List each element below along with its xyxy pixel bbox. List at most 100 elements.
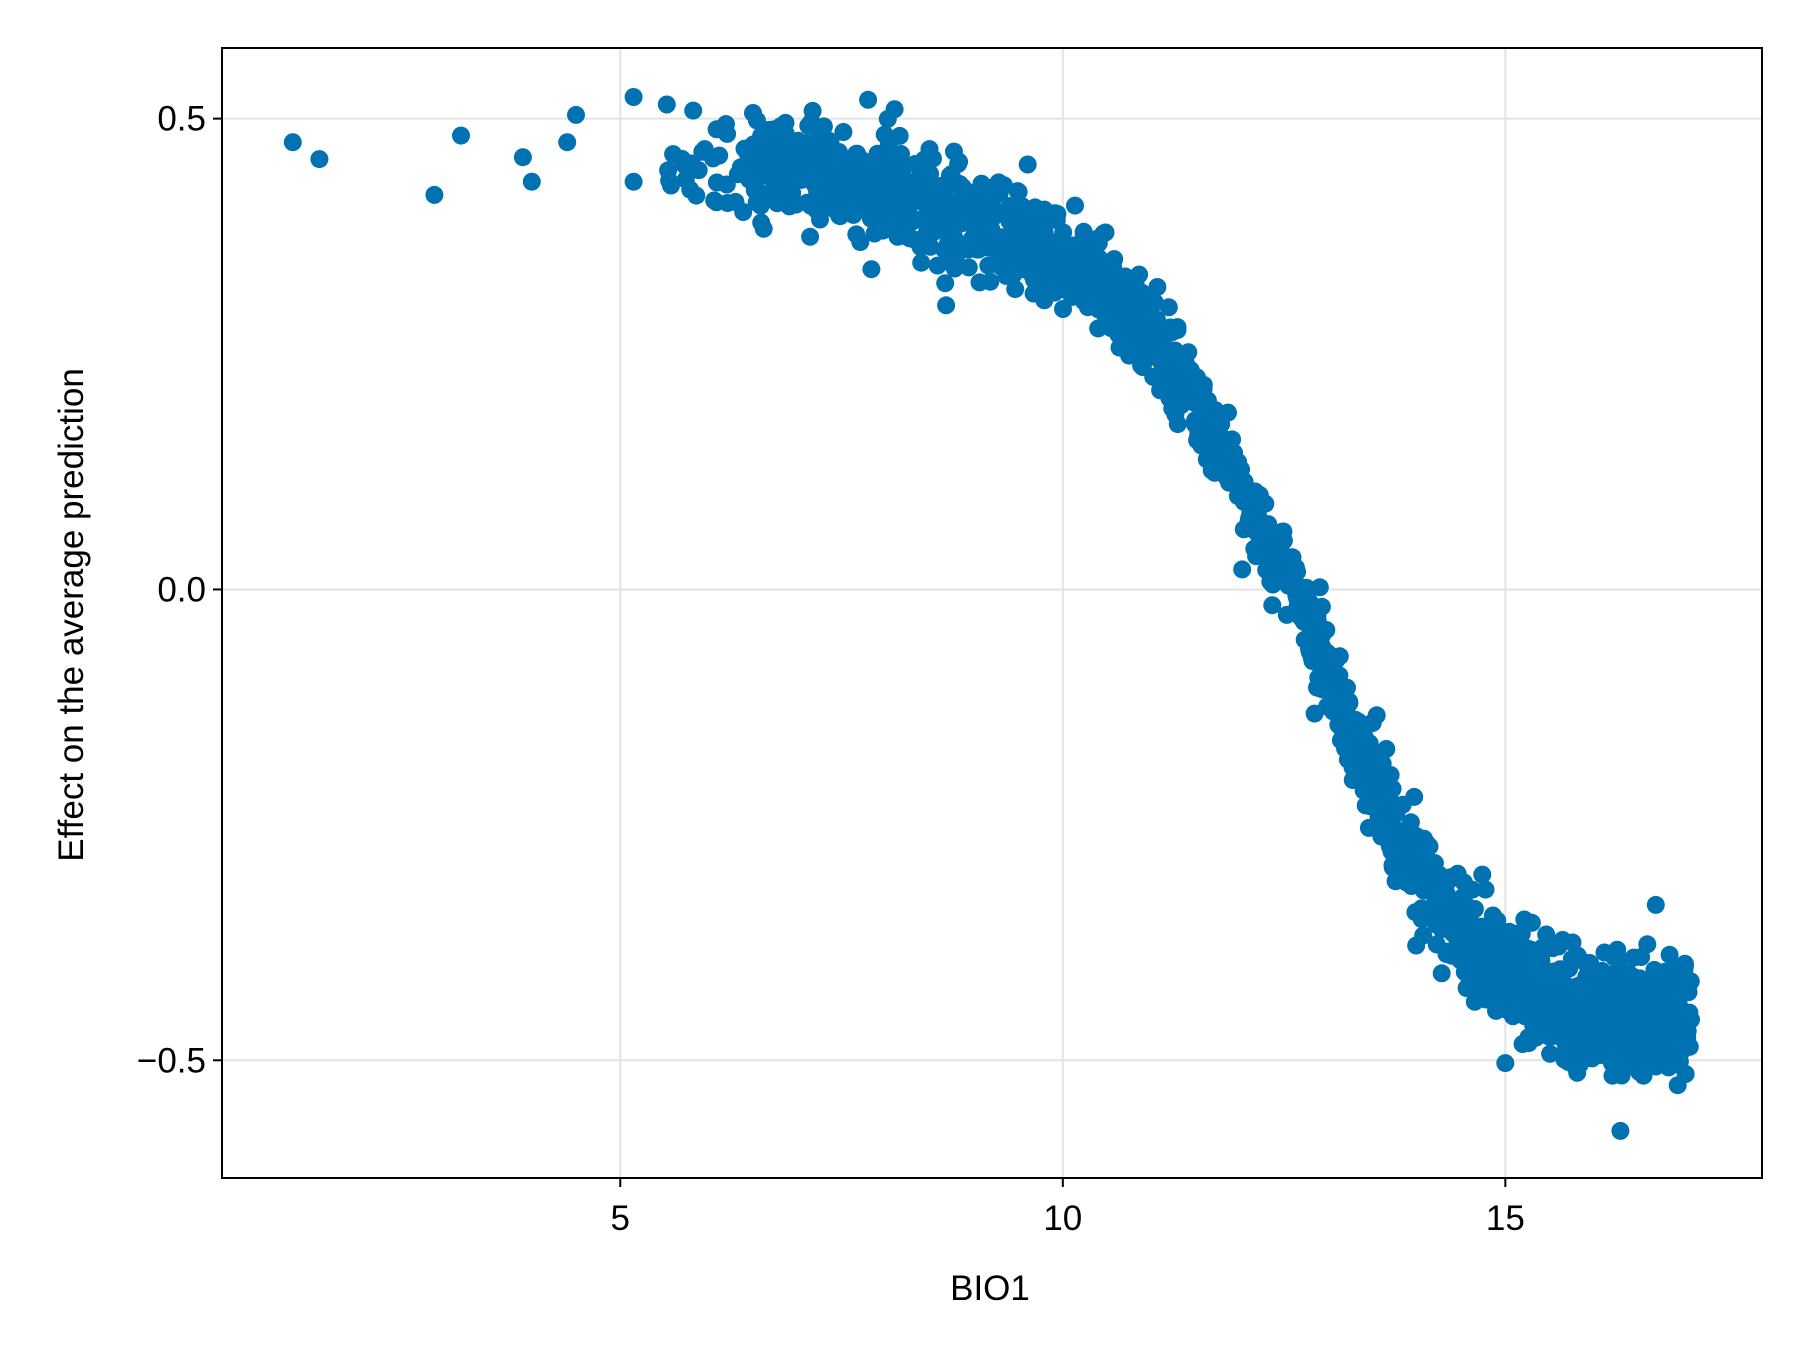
scatter-point — [1541, 1044, 1560, 1063]
scatter-point — [1476, 880, 1495, 899]
y-axis-label: Effect on the average prediction — [52, 368, 91, 862]
x-tick-label: 5 — [611, 1199, 630, 1238]
scatter-point — [1407, 936, 1426, 955]
scatter-point — [1109, 325, 1128, 344]
scatter-point — [1146, 344, 1165, 363]
scatter-point — [1628, 1000, 1647, 1019]
y-tick-label: −0.5 — [137, 1041, 206, 1080]
scatter-point — [1519, 1028, 1538, 1047]
scatter-point — [996, 259, 1015, 278]
scatter-point — [847, 225, 866, 244]
scatter-point — [1477, 990, 1496, 1009]
scatter-point — [755, 161, 774, 180]
scatter-point — [744, 104, 762, 122]
scatter-point — [1613, 1002, 1632, 1021]
scatter-point — [1167, 349, 1186, 368]
scatter-point — [1550, 968, 1568, 987]
scatter-point — [862, 260, 881, 279]
scatter-point — [681, 180, 700, 199]
scatter-point — [1074, 226, 1093, 245]
scatter-point — [921, 237, 940, 256]
scatter-point — [1427, 896, 1446, 915]
scatter-point — [1491, 970, 1510, 989]
scatter-point — [1448, 946, 1467, 965]
scatter-point — [1154, 322, 1172, 341]
scatter-point — [310, 150, 329, 169]
scatter-point — [718, 194, 737, 212]
scatter-point — [1632, 948, 1651, 966]
scatter-point — [522, 172, 541, 191]
scatter-point — [1209, 424, 1228, 443]
scatter-point — [425, 185, 444, 204]
scatter-point — [912, 253, 931, 272]
scatter-point — [1496, 1054, 1515, 1073]
scatter-point — [801, 196, 820, 215]
scatter-point — [1624, 967, 1643, 986]
scatter-point — [783, 184, 802, 202]
scatter-point — [1566, 1053, 1585, 1072]
scatter-point — [731, 158, 750, 177]
scatter-point — [1409, 865, 1427, 884]
scatter-point — [936, 274, 955, 293]
scatter-point — [770, 184, 789, 203]
scatter-point — [624, 88, 643, 106]
scatter-point — [1549, 937, 1568, 956]
scatter-point — [964, 228, 983, 247]
scatter-point — [1259, 515, 1278, 534]
scatter-point — [1094, 302, 1113, 321]
scatter-point — [890, 211, 909, 230]
scatter-point — [1594, 969, 1613, 988]
scatter-point — [1365, 748, 1384, 767]
scatter-point — [1432, 964, 1451, 983]
scatter-point — [1563, 933, 1582, 952]
scatter-point — [693, 142, 712, 161]
scatter-point — [957, 185, 976, 203]
scatter-point — [1668, 1076, 1687, 1095]
scatter-point — [673, 150, 691, 168]
scatter-point — [1441, 868, 1460, 887]
scatter-point — [1247, 547, 1266, 566]
scatter-point — [1057, 261, 1076, 280]
scatter-point — [1344, 727, 1363, 746]
scatter-point — [1543, 994, 1562, 1013]
scatter-point — [657, 95, 676, 114]
scatter-point — [1595, 943, 1614, 962]
scatter-point — [884, 195, 903, 214]
scatter-point — [799, 116, 818, 135]
scatter-point — [1046, 204, 1065, 223]
scatter-point — [1630, 1063, 1649, 1081]
x-axis-ticks: 5 10 15 — [611, 1178, 1525, 1238]
scatter-point — [787, 142, 806, 161]
scatter-point — [751, 196, 770, 215]
scatter-point — [1661, 1033, 1680, 1052]
scatter-point — [283, 133, 302, 152]
scatter-point — [828, 192, 847, 211]
scatter-point — [1467, 967, 1486, 986]
scatter-point — [1308, 678, 1326, 697]
scatter-point — [1182, 379, 1201, 398]
scatter-point — [1330, 683, 1349, 702]
scatter-point — [1474, 923, 1493, 942]
scatter-point — [567, 105, 585, 124]
scatter-point — [1245, 521, 1263, 540]
scatter-point — [945, 142, 963, 161]
scatter-point — [1611, 950, 1630, 969]
scatter-point — [856, 161, 875, 180]
scatter-point — [849, 178, 868, 197]
scatter-point — [995, 176, 1013, 195]
scatter-point — [1657, 985, 1676, 1004]
scatter-point — [1386, 872, 1405, 891]
scatter-point — [513, 148, 532, 167]
scatter-point — [754, 219, 773, 238]
scatter-point — [829, 143, 848, 161]
scatter-point — [558, 133, 577, 152]
scatter-point — [1586, 1018, 1605, 1037]
scatter-point — [754, 126, 773, 145]
scatter-point — [1148, 278, 1167, 296]
scatter-point — [1027, 227, 1046, 246]
scatter-point — [1274, 570, 1293, 589]
scatter-point — [1159, 298, 1178, 317]
scatter-point — [1383, 779, 1402, 798]
scatter-point — [803, 101, 822, 120]
